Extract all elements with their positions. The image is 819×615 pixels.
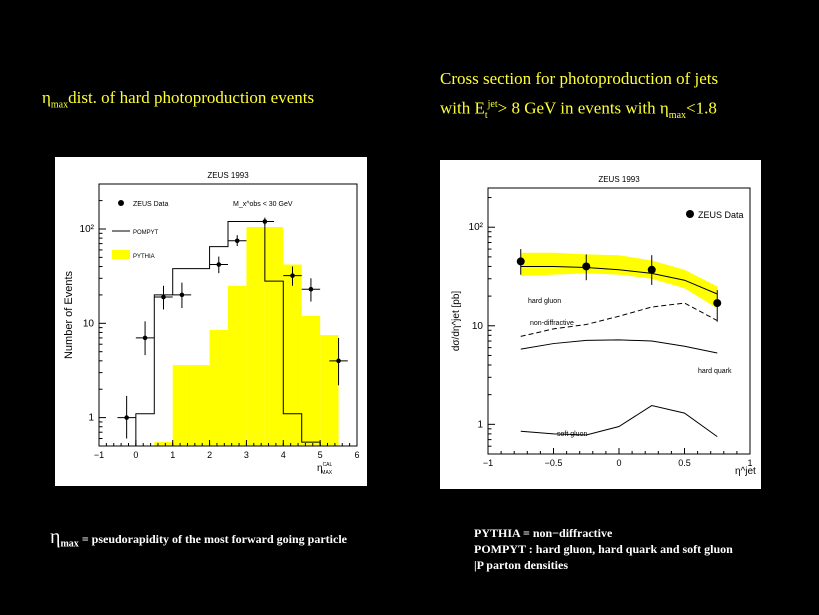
right-heading-line2: with Etjet> 8 GeV in events with ηmax<1.…: [440, 92, 718, 129]
data-point: [308, 286, 314, 292]
data-point: [179, 292, 185, 298]
right-chart-svg: −1 −0.5 0 0.5 1 1 10 10² ZEUS 1993 dσ/dη^jet [pb]…: [451, 175, 756, 477]
chart-title: ZEUS 1993: [598, 175, 640, 184]
pythia-bar: [283, 264, 302, 446]
pythia-bar: [320, 335, 339, 446]
y-tick-label: 10²: [469, 222, 484, 233]
pythia-bar: [228, 285, 247, 446]
data-point: [262, 219, 268, 224]
x-tick-label: −1: [483, 458, 493, 468]
data-point: [713, 299, 722, 308]
note-line-3: |P parton densities: [474, 558, 568, 572]
data-point: [290, 273, 295, 278]
pythia-bar: [191, 365, 210, 446]
left-chart-heading: ηmaxdist. of hard photoproduction events: [42, 88, 314, 110]
curve-label: hard gluon: [528, 298, 561, 305]
y-axis-label: Number of Events: [63, 270, 75, 359]
right-heading-line1: Cross section for photoproduction of jet…: [440, 69, 719, 88]
x-tick-label: 4: [281, 450, 286, 460]
data-point: [142, 335, 148, 341]
y-tick-label: 1: [477, 419, 483, 430]
right-chart-panel: −1 −0.5 0 0.5 1 1 10 10² ZEUS 1993 dσ/dη^jet [pb]…: [440, 160, 761, 489]
model-notes: PYTHIA = non−diffractive POMPYT : hard g…: [474, 525, 733, 573]
line2-sub2: max: [668, 110, 687, 122]
x-tick-label: −1: [94, 450, 104, 460]
legend-data-marker: [118, 200, 124, 206]
pythia-bar: [264, 226, 284, 446]
x-tick-label: −0.5: [545, 458, 563, 468]
legend-pythia-label: PYTHIA: [133, 254, 155, 260]
x-axis-label: ηCAL MAX: [317, 462, 333, 476]
data-point: [336, 358, 341, 364]
hard-gluon-curve: [520, 265, 718, 295]
y-axis-label: dσ/dη^jet [pb]: [451, 291, 462, 352]
x-tick-label: 0: [133, 450, 138, 460]
x-tick-label: 6: [354, 450, 359, 460]
x-axis-label: η^jet: [735, 466, 756, 477]
note-line-2: POMPYT : hard gluon, hard quark and soft…: [474, 542, 733, 556]
eta-subscript: max: [50, 99, 69, 111]
pythia-bar: [209, 329, 228, 446]
data-point: [124, 415, 129, 420]
data-point: [234, 238, 240, 244]
chart-title: ZEUS 1993: [207, 171, 249, 180]
pythia-bar: [246, 226, 265, 446]
y-tick-label: 10²: [80, 224, 95, 235]
legend-pythia-swatch: [112, 250, 130, 259]
line2-a: with E: [440, 98, 485, 118]
left-heading-text: dist. of hard photoproduction events: [68, 88, 315, 107]
left-chart-panel: −1 0 1 2 3 4 5 6 1 10 10² ZEUS 1993 Number of Events…: [55, 157, 367, 486]
line2-sub: t: [484, 110, 488, 122]
right-chart-heading: Cross section for photoproduction of jet…: [440, 66, 718, 129]
curve-label: soft gluon: [557, 431, 587, 438]
data-point: [582, 262, 591, 271]
x-tick-label: 0.5: [678, 458, 691, 468]
legend-pompyt-label: POMPYT: [133, 230, 159, 236]
pythia-bar: [301, 315, 321, 446]
curve-label: non-diffractive: [530, 320, 574, 327]
line2-c: <1.8: [686, 98, 717, 118]
pythia-bar: [172, 365, 192, 446]
x-tick-label: 0: [616, 458, 621, 468]
x-tick-label: 1: [747, 458, 752, 468]
curve-label: hard quark: [698, 368, 732, 375]
legend-data-label: ZEUS Data: [698, 210, 744, 220]
eta-symbol: η: [42, 88, 51, 107]
mass-cut-annotation: M_x^obs < 30 GeV: [233, 201, 293, 208]
y-tick-label: 10: [83, 318, 95, 329]
data-point: [161, 294, 166, 300]
eta-definition-text: = pseudorapidity of the most forward goi…: [78, 532, 347, 546]
hard-quark-curve: [520, 339, 718, 354]
plot-frame: [487, 187, 751, 455]
x-tick-label: 2: [207, 450, 212, 460]
line2-b: > 8 GeV in events with η: [497, 98, 669, 118]
eta-definition-symbol: η: [50, 526, 61, 548]
pompyt-step-line: [99, 221, 357, 447]
pythia-bar: [154, 442, 173, 446]
non-diffractive-curve: [520, 302, 718, 337]
y-tick-label: 1: [88, 413, 94, 424]
x-tick-label: 5: [318, 450, 323, 460]
left-chart-svg: −1 0 1 2 3 4 5 6 1 10 10² ZEUS 1993 Number of Events…: [63, 171, 360, 476]
x-tick-label: 1: [170, 450, 175, 460]
eta-definition-sub: max: [60, 538, 79, 550]
legend-data-label: ZEUS Data: [133, 201, 169, 208]
data-point: [516, 257, 525, 266]
soft-gluon-curve: [520, 405, 718, 438]
data-point: [647, 265, 656, 274]
legend-data-marker: [686, 210, 694, 218]
plot-frame: [98, 183, 358, 447]
data-point: [216, 262, 222, 267]
note-line-1: PYTHIA = non−diffractive: [474, 526, 613, 540]
y-tick-label: 10: [472, 321, 484, 332]
x-tick-label: 3: [244, 450, 249, 460]
line2-sup: jet: [487, 99, 498, 110]
eta-definition: ηmax = pseudorapidity of the most forwar…: [50, 526, 347, 549]
